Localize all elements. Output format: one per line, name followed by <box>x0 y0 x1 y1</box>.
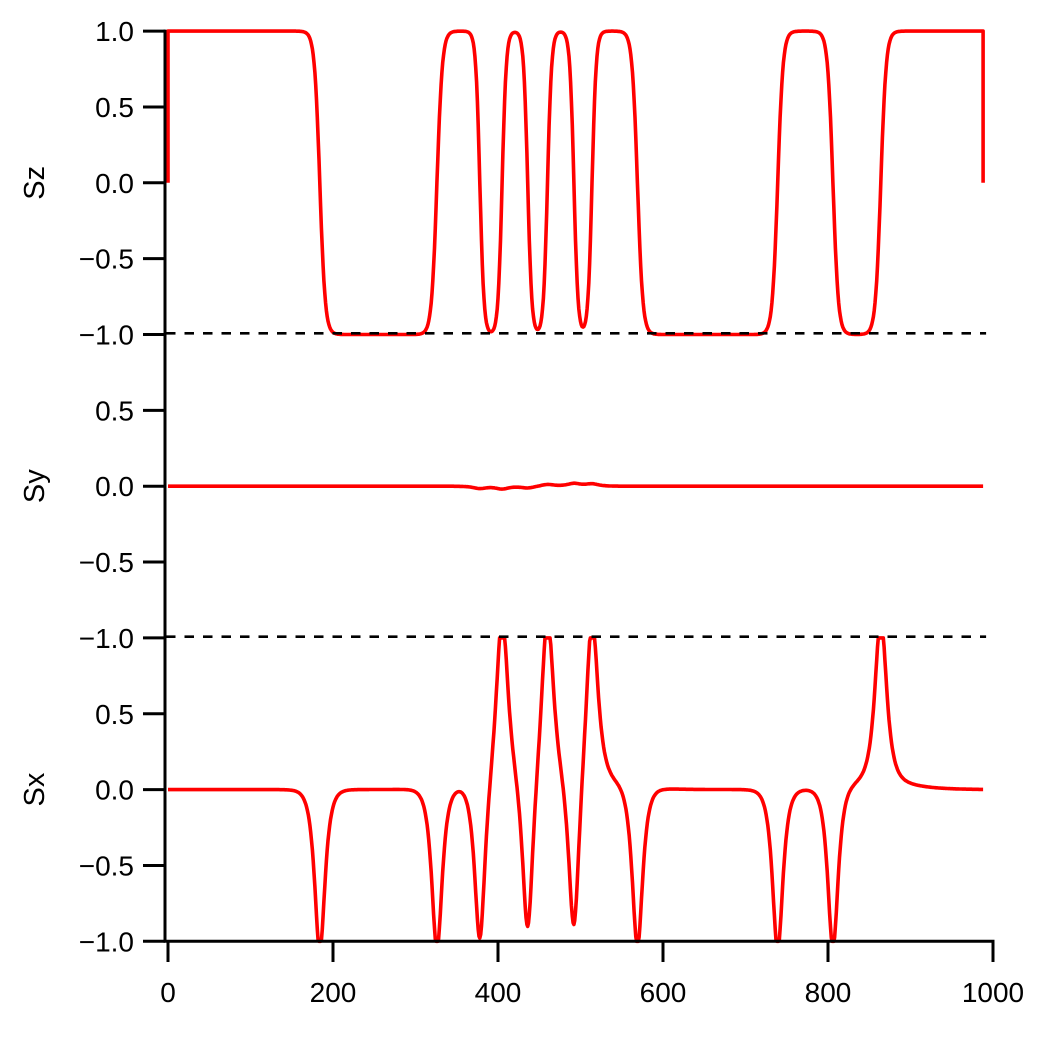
y-tick-label-sx-0.5: 0.5 <box>95 699 134 730</box>
y-tick-label-sz-1.0: 1.0 <box>95 16 134 47</box>
x-tick-label-200: 200 <box>310 977 357 1008</box>
y-tick-label-sz-−0.5: −0.5 <box>79 244 134 275</box>
axis-title-sy: Sy <box>19 469 51 503</box>
x-tick-label-800: 800 <box>805 977 852 1008</box>
x-tick-label-1000: 1000 <box>962 977 1024 1008</box>
sz-trace <box>166 29 985 337</box>
y-tick-label-sy-−1.0: −1.0 <box>79 623 134 654</box>
y-tick-label-sx-−1.0: −1.0 <box>79 926 134 957</box>
y-tick-label-sx-−0.5: −0.5 <box>79 850 134 881</box>
y-tick-label-sz-0.5: 0.5 <box>95 92 134 123</box>
sy-trace <box>167 481 985 491</box>
axis-title-sz: Sz <box>19 166 51 200</box>
label-layer: 0 200 400 600 800 1000 1.0 0.5 0.0 −0.5 −1.0 Sz 0.5 0… <box>19 16 1024 1008</box>
sx-trace <box>167 636 985 944</box>
axis-layer <box>143 29 995 962</box>
y-tick-label-sz-0.0: 0.0 <box>95 168 134 199</box>
y-tick-label-sy-0.0: 0.0 <box>95 471 134 502</box>
y-tick-label-sy-0.5: 0.5 <box>95 395 134 426</box>
y-tick-label-sx-0.0: 0.0 <box>95 775 134 806</box>
x-tick-label-400: 400 <box>475 977 522 1008</box>
axis-title-sx: Sx <box>19 772 51 806</box>
x-tick-label-600: 600 <box>640 977 687 1008</box>
x-tick-label-0: 0 <box>160 977 176 1008</box>
dashed-guide-layer <box>166 331 987 639</box>
y-tick-label-sz-−1.0: −1.0 <box>79 320 134 351</box>
trace-layer <box>166 29 985 944</box>
y-tick-label-sy-−0.5: −0.5 <box>79 547 134 578</box>
